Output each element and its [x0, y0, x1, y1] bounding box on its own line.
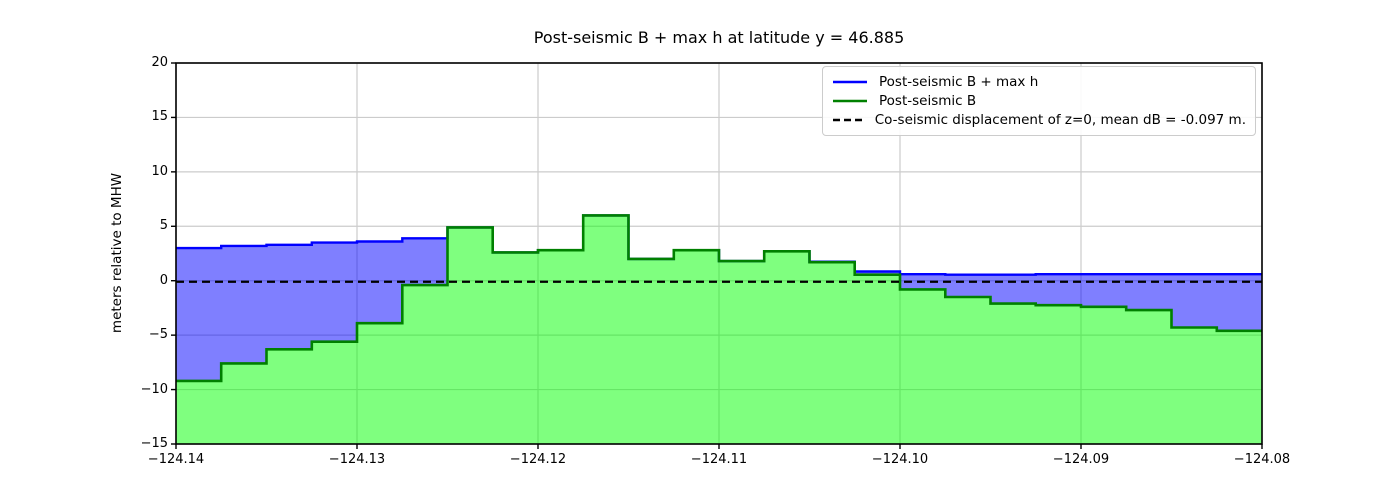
legend-entry-green: Post-seismic B: [832, 92, 1246, 110]
legend-entry-dashed: Co-seismic displacement of z=0, mean dB …: [832, 111, 1246, 129]
y-tick-label: 0: [159, 272, 168, 288]
y-axis-label: meters relative to MHW: [109, 172, 125, 334]
x-tick-label: −124.10: [871, 452, 929, 467]
legend-entry-blue: Post-seismic B + max h: [832, 73, 1246, 91]
y-tick-label: −15: [140, 436, 168, 452]
y-tick-label: 20: [151, 55, 168, 71]
x-tick-label: −124.14: [147, 452, 205, 467]
legend-line-green-icon: [833, 99, 867, 103]
legend-label-dashed: Co-seismic displacement of z=0, mean dB …: [874, 112, 1246, 128]
legend-line-dashed-icon: [833, 118, 864, 122]
y-tick-label: 10: [151, 164, 168, 180]
chart-title: Post-seismic B + max h at latitude y = 4…: [533, 28, 905, 47]
x-tick-label: −124.13: [328, 452, 386, 467]
y-tick-label: −10: [140, 381, 168, 397]
legend-label-blue: Post-seismic B + max h: [879, 74, 1039, 90]
y-tick-label: −5: [148, 327, 168, 343]
y-tick-label: 5: [159, 218, 168, 234]
x-tick-label: −124.09: [1052, 452, 1110, 467]
legend-label-green: Post-seismic B: [879, 93, 977, 109]
x-tick-label: −124.11: [690, 452, 748, 467]
green-series-line: [176, 214, 1262, 383]
x-tick-label: −124.12: [509, 452, 567, 467]
legend-line-blue-icon: [833, 80, 867, 84]
legend: Post-seismic B + max h Post-seismic B Co…: [822, 66, 1256, 136]
y-tick-label: 15: [151, 109, 168, 125]
x-tick-label: −124.08: [1233, 452, 1291, 467]
